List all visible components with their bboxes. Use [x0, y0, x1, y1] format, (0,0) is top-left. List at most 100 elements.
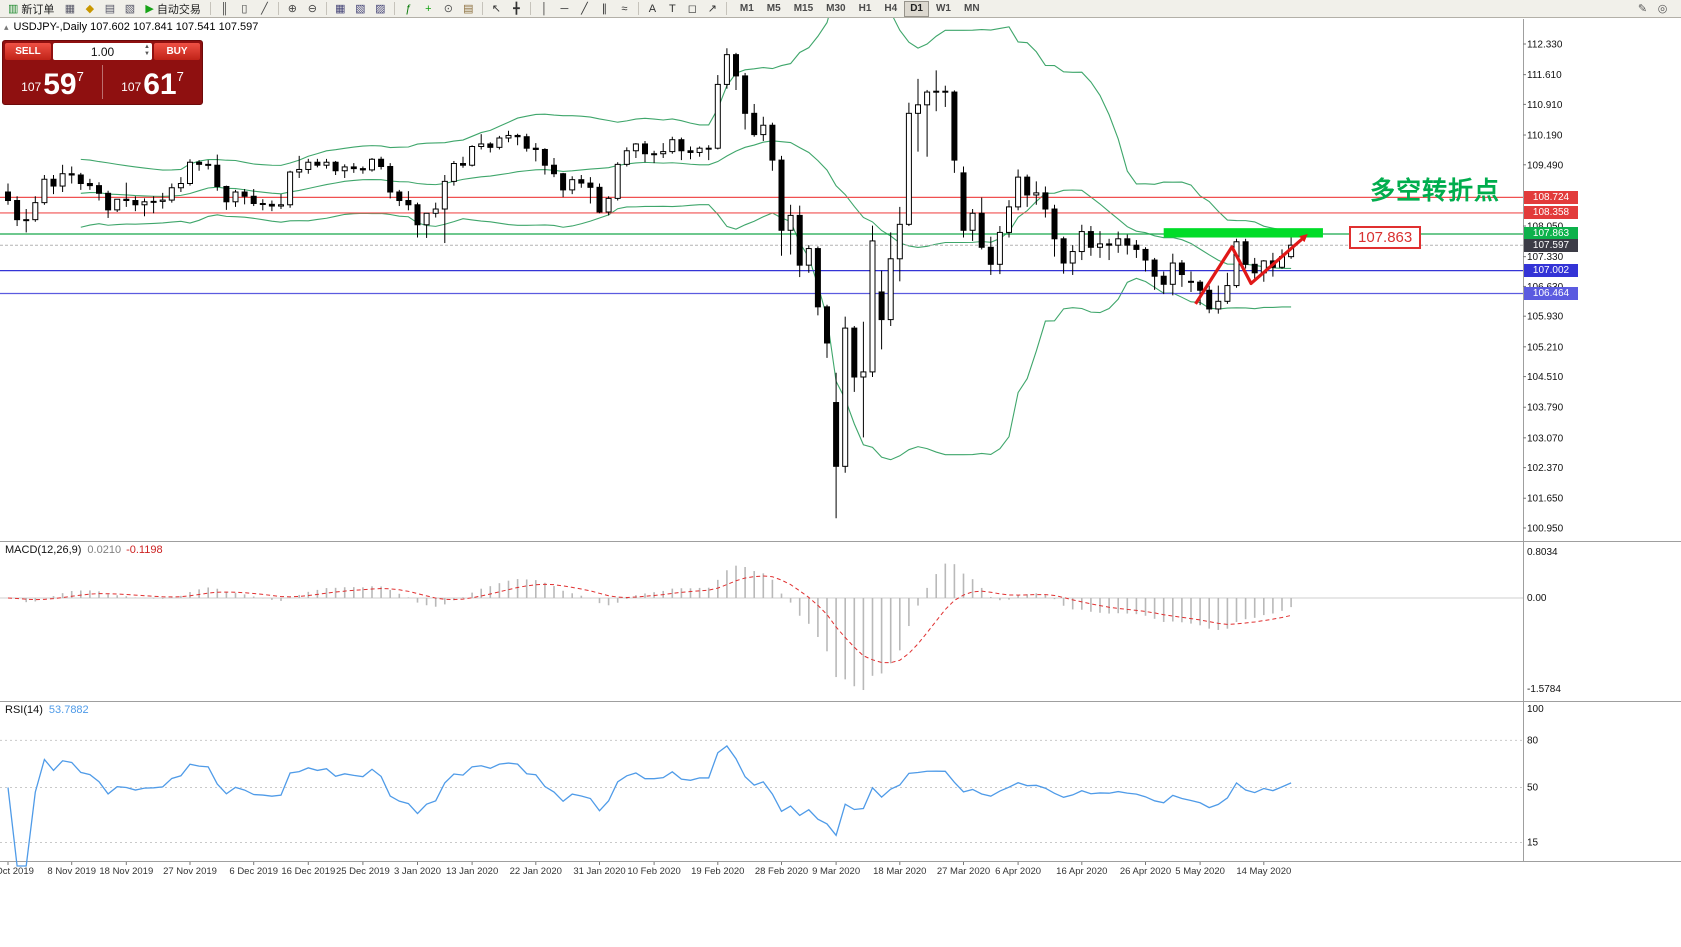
bar-chart-type-button[interactable]: ║: [215, 1, 234, 16]
candle-chart-type-button[interactable]: ▯: [235, 1, 254, 16]
buy-price-point: 7: [176, 69, 184, 84]
charts-icon-button[interactable]: ▦: [60, 1, 79, 16]
one-click-panel-toggle[interactable]: ▴: [4, 21, 9, 32]
rsi-indicator-label: RSI(14) 53.7882: [5, 704, 89, 716]
periods-button[interactable]: ⊙: [439, 1, 458, 16]
timeframe-m15-button[interactable]: M15: [793, 2, 814, 14]
timeframe-m1-button[interactable]: M1: [739, 2, 754, 14]
buy-button[interactable]: BUY: [154, 43, 200, 60]
timeframe-h1-button[interactable]: H1: [858, 2, 872, 14]
trend-arrow[interactable]: [1194, 234, 1308, 305]
rsi-value: 53.7882: [48, 704, 89, 716]
add-indicator-button[interactable]: +: [419, 1, 438, 16]
timeframe-m5-button[interactable]: M5: [766, 2, 781, 14]
line-chart-type-button[interactable]: ╱: [255, 1, 274, 16]
timeframe-mn-button[interactable]: MN: [963, 2, 980, 14]
tile-windows-button[interactable]: ▦: [331, 1, 350, 16]
macd-name: MACD(12,26,9): [5, 544, 82, 556]
svg-text:6 Apr 2020: 6 Apr 2020: [995, 866, 1041, 877]
zoom-out-icon: ⊖: [307, 3, 317, 15]
trendline-button[interactable]: ╱: [575, 1, 594, 16]
svg-text:25 Dec 2019: 25 Dec 2019: [336, 866, 390, 877]
price-badge-108.724: 108.724: [1524, 190, 1578, 204]
timeframe-h4-button[interactable]: H4: [884, 2, 898, 14]
timeframe-toolbar: M1 M5 M15 M30 H1 H4 D1 W1 MN: [734, 0, 986, 17]
alerts-button[interactable]: ◆: [80, 1, 99, 16]
vertical-line-button[interactable]: │: [535, 1, 554, 16]
arrange-windows-button[interactable]: ▨: [371, 1, 390, 16]
svg-text:104.510: 104.510: [1527, 372, 1564, 383]
buy-price[interactable]: 107 61 7: [103, 62, 202, 102]
zoom-in-button[interactable]: ⊕: [283, 1, 302, 16]
timeframe-d1-button[interactable]: D1: [904, 0, 929, 17]
shapes-button[interactable]: ◻: [683, 1, 702, 16]
svg-text:8 Nov 2019: 8 Nov 2019: [47, 866, 96, 877]
svg-text:22 Jan 2020: 22 Jan 2020: [510, 866, 562, 877]
svg-text:14 May 2020: 14 May 2020: [1236, 866, 1291, 877]
fibonacci-button[interactable]: ≈: [615, 1, 634, 16]
auto-trading-button-label: 自动交易: [156, 3, 201, 16]
svg-text:110.190: 110.190: [1527, 131, 1563, 142]
horizontal-line-button[interactable]: ─: [555, 1, 574, 16]
cascade-windows-button[interactable]: ▧: [351, 1, 370, 16]
macd-signal-value: -0.1198: [126, 544, 163, 556]
volume-input[interactable]: 1.00 ▲ ▼: [53, 43, 152, 60]
auto-trading-button[interactable]: ▶ 自动交易: [140, 1, 205, 16]
market-watch-button[interactable]: ▤: [100, 1, 119, 16]
svg-text:19 Feb 2020: 19 Feb 2020: [691, 866, 744, 877]
svg-text:100.950: 100.950: [1527, 523, 1564, 534]
indicators-button[interactable]: ƒ: [399, 1, 418, 16]
candle-chart-type-icon: ▯: [241, 3, 248, 15]
vertical-line-icon: │: [540, 2, 548, 15]
new-order-icon: ▥: [8, 3, 19, 15]
toolbar-right-group: ✎ ◎: [1633, 0, 1672, 18]
svg-text:5 May 2020: 5 May 2020: [1175, 866, 1225, 877]
market-watch-icon: ▤: [104, 3, 116, 15]
one-click-trading-panel: SELL 1.00 ▲ ▼ BUY 107 59 7 107 61 7: [2, 40, 203, 105]
text-button[interactable]: A: [643, 1, 662, 16]
arrow-tools-button[interactable]: ↗: [703, 1, 722, 16]
svg-text:27 Nov 2019: 27 Nov 2019: [163, 866, 217, 877]
toolbar-separator: [481, 2, 483, 15]
svg-text:15: 15: [1527, 837, 1539, 848]
macd-main-value: 0.0210: [87, 544, 122, 556]
edit-button[interactable]: ✎: [1637, 3, 1648, 15]
crosshair-button[interactable]: ╋: [507, 1, 526, 16]
label-button[interactable]: T: [663, 1, 682, 16]
toolbar-left-groups: ▥ 新订单 ▦ ◆ ▤ ▧ ▶ 自动交易 ║ ▯ ╱ ⊕ ⊖ ▦ ▧ ▨ ƒ + ⊙ ▤ ↖ ╋ │ ─ ╱ ∥ ≈ A T ◻ ↗: [3, 0, 730, 18]
volume-down-icon[interactable]: ▼: [144, 51, 150, 57]
templates-button[interactable]: ▤: [459, 1, 478, 16]
svg-text:110.910: 110.910: [1527, 100, 1563, 111]
volume-up-icon[interactable]: ▲: [144, 44, 150, 50]
new-order-button[interactable]: ▥ 新订单: [3, 1, 59, 16]
cursor-button[interactable]: ↖: [487, 1, 506, 16]
toolbar-separator: [637, 2, 639, 15]
tile-windows-icon: ▦: [335, 3, 346, 15]
sell-price[interactable]: 107 59 7: [3, 62, 102, 102]
add-indicator-icon: +: [425, 2, 432, 15]
timeframe-w1-button[interactable]: W1: [935, 2, 951, 14]
volume-stepper[interactable]: ▲ ▼: [144, 44, 150, 58]
sell-button[interactable]: SELL: [5, 43, 51, 60]
search-button[interactable]: ◎: [1657, 3, 1668, 15]
zoom-out-button[interactable]: ⊖: [303, 1, 322, 16]
svg-text:50: 50: [1527, 783, 1539, 794]
horizontal-level-lines[interactable]: [0, 196, 1523, 295]
svg-text:9 Mar 2020: 9 Mar 2020: [812, 866, 860, 877]
channel-button[interactable]: ∥: [595, 1, 614, 16]
svg-text:107.330: 107.330: [1527, 252, 1564, 263]
navigator-button[interactable]: ▧: [120, 1, 139, 16]
resistance-zone[interactable]: [1163, 228, 1323, 238]
price-badge-107.002: 107.002: [1524, 264, 1578, 278]
timeframe-m30-button[interactable]: M30: [826, 2, 846, 14]
charts-icon-icon: ▦: [64, 3, 76, 15]
toolbar-separator: [209, 2, 211, 15]
macd-indicator-label: MACD(12,26,9) 0.0210 -0.1198: [5, 544, 163, 556]
svg-text:18 Nov 2019: 18 Nov 2019: [99, 866, 153, 877]
price-badge-106.464: 106.464: [1524, 286, 1578, 300]
bar-chart-type-icon: ║: [220, 2, 229, 15]
alerts-icon: ◆: [85, 3, 95, 15]
